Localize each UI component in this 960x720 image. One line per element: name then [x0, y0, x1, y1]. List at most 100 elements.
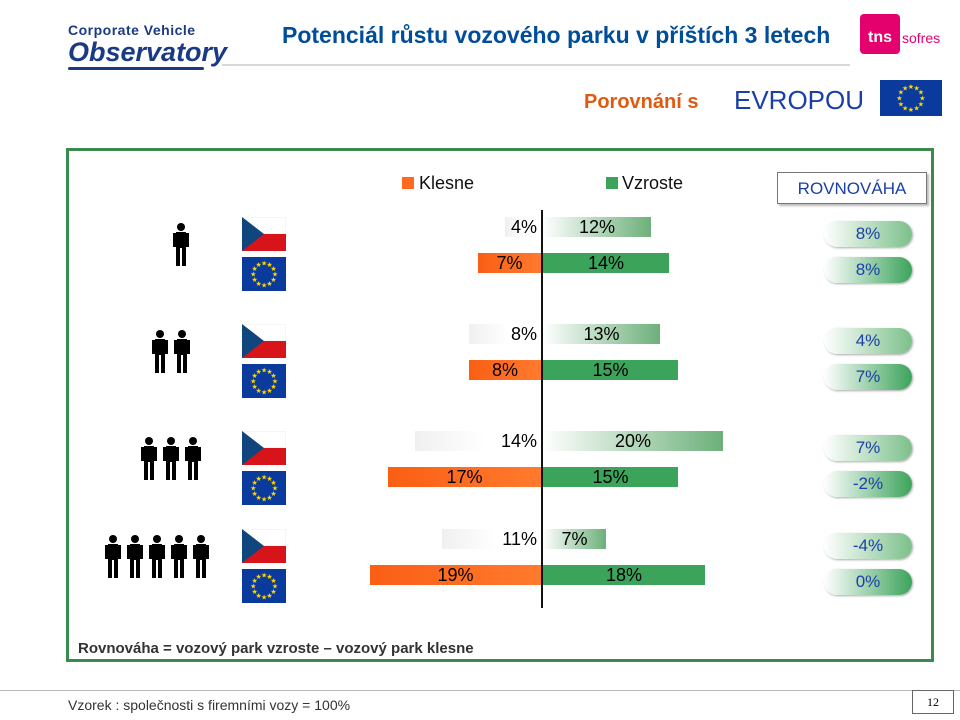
svg-text:★: ★: [270, 372, 276, 380]
svg-text:★: ★: [266, 494, 272, 502]
label-eu-decrease: 7%: [496, 253, 523, 273]
svg-text:★: ★: [272, 378, 278, 386]
bar-cz-decrease: [505, 217, 541, 237]
svg-text:★: ★: [250, 485, 256, 493]
label-eu-increase: 18%: [605, 565, 643, 585]
svg-text:★: ★: [256, 592, 262, 600]
svg-text:★: ★: [261, 367, 267, 375]
svg-text:★: ★: [266, 592, 272, 600]
svg-text:★: ★: [908, 105, 914, 114]
svg-text:★: ★: [250, 271, 256, 279]
bar-eu-increase: [543, 253, 669, 273]
bar-cz-decrease: [469, 324, 541, 344]
czech-flag-icon: [242, 529, 286, 563]
balance-cz: 8%: [824, 221, 912, 247]
label-cz-decrease: 4%: [510, 217, 537, 237]
svg-text:★: ★: [261, 593, 267, 601]
page-number: 12: [912, 690, 954, 714]
svg-text:★: ★: [252, 588, 258, 596]
people-icon-1: [173, 223, 189, 266]
people-icon-2: [152, 330, 190, 373]
bar-eu-increase: [543, 360, 678, 380]
svg-text:★: ★: [261, 495, 267, 503]
balance-eu: 8%: [824, 257, 912, 283]
label-cz-decrease: 14%: [500, 431, 537, 451]
svg-text:★: ★: [256, 261, 262, 269]
bar-cz-decrease: [442, 529, 541, 549]
svg-text:★: ★: [256, 475, 262, 483]
svg-text:★: ★: [256, 368, 262, 376]
label-cz-decrease: 8%: [510, 324, 537, 344]
balance-cz: -4%: [824, 533, 912, 559]
svg-text:★: ★: [256, 280, 262, 288]
footer-divider: [0, 690, 960, 691]
header-divider: [222, 64, 850, 66]
svg-text:★: ★: [252, 372, 258, 380]
svg-text:★: ★: [270, 479, 276, 487]
label-eu-increase: 15%: [592, 467, 629, 487]
bar-cz-increase: [543, 217, 651, 237]
svg-text:★: ★: [250, 583, 256, 591]
svg-text:★: ★: [261, 572, 267, 580]
svg-text:★: ★: [270, 265, 276, 273]
page-title: Potenciál růstu vozového parku v příštíc…: [282, 22, 831, 48]
svg-text:★: ★: [272, 271, 278, 279]
bar-cz-increase: [543, 431, 723, 451]
sample-note: Vzorek : společnosti s firemními vozy = …: [68, 697, 351, 713]
svg-text:★: ★: [896, 94, 902, 103]
svg-text:★: ★: [266, 573, 272, 581]
svg-text:★: ★: [919, 94, 925, 103]
bar-eu-increase: [543, 565, 705, 585]
label-eu-decrease: 17%: [446, 467, 483, 487]
bar-eu-decrease: [388, 467, 541, 487]
label-eu-increase: 14%: [587, 253, 625, 273]
balance-cz: 7%: [824, 435, 912, 461]
svg-text:★: ★: [261, 281, 267, 289]
label-cz-increase: 13%: [583, 324, 620, 344]
svg-text:★: ★: [261, 474, 267, 482]
bar-eu-decrease: [469, 360, 541, 380]
svg-text:★: ★: [252, 265, 258, 273]
svg-text:★: ★: [914, 84, 920, 93]
compare-region: EVROPOU: [734, 85, 865, 115]
label-cz-increase: 20%: [614, 431, 652, 451]
tns-logo-text: sofres: [902, 30, 941, 46]
svg-text:★: ★: [256, 387, 262, 395]
svg-text:★: ★: [902, 103, 908, 112]
bar-eu-decrease: [478, 253, 541, 273]
svg-text:★: ★: [250, 378, 256, 386]
bar-cz-increase: [543, 529, 606, 549]
logo-underline: [68, 67, 204, 70]
label-cz-increase: 7%: [561, 529, 588, 549]
tns-sofres-logo: tns sofres: [860, 14, 944, 58]
svg-text:★: ★: [918, 99, 924, 108]
label-cz-decrease: 11%: [502, 529, 537, 549]
svg-text:★: ★: [270, 577, 276, 585]
svg-text:★: ★: [266, 387, 272, 395]
people-icon-4: [105, 535, 209, 578]
svg-text:★: ★: [908, 82, 914, 91]
legend-label-decrease: Klesne: [419, 173, 475, 193]
balance-header: ROVNOVÁHA: [777, 172, 927, 204]
svg-text:★: ★: [252, 479, 258, 487]
corporate-vehicle-observatory-logo: Corporate Vehicle Observatory: [68, 22, 228, 74]
bar-cz-decrease: [415, 431, 541, 451]
svg-text:★: ★: [252, 276, 258, 284]
legend-swatch-increase: [606, 177, 618, 189]
eu-flag-icon: ★★★★★★★★★ ★ ★★: [242, 471, 286, 505]
svg-text:★: ★: [252, 383, 258, 391]
czech-flag-icon: [242, 217, 286, 251]
bar-eu-increase: [543, 467, 678, 487]
svg-text:★: ★: [256, 494, 262, 502]
bar-eu-decrease: [370, 565, 541, 585]
balance-eu: 7%: [824, 364, 912, 390]
czech-flag-icon: [242, 431, 286, 465]
svg-text:★: ★: [898, 99, 904, 108]
svg-text:★: ★: [266, 280, 272, 288]
logo-line-2: Observatory: [68, 37, 228, 67]
svg-text:★: ★: [914, 103, 920, 112]
label-cz-increase: 12%: [578, 217, 616, 237]
svg-text:★: ★: [252, 577, 258, 585]
compare-prefix: Porovnání s: [584, 91, 699, 113]
eu-flag-icon: ★★★★★★★★★ ★ ★★: [242, 569, 286, 603]
